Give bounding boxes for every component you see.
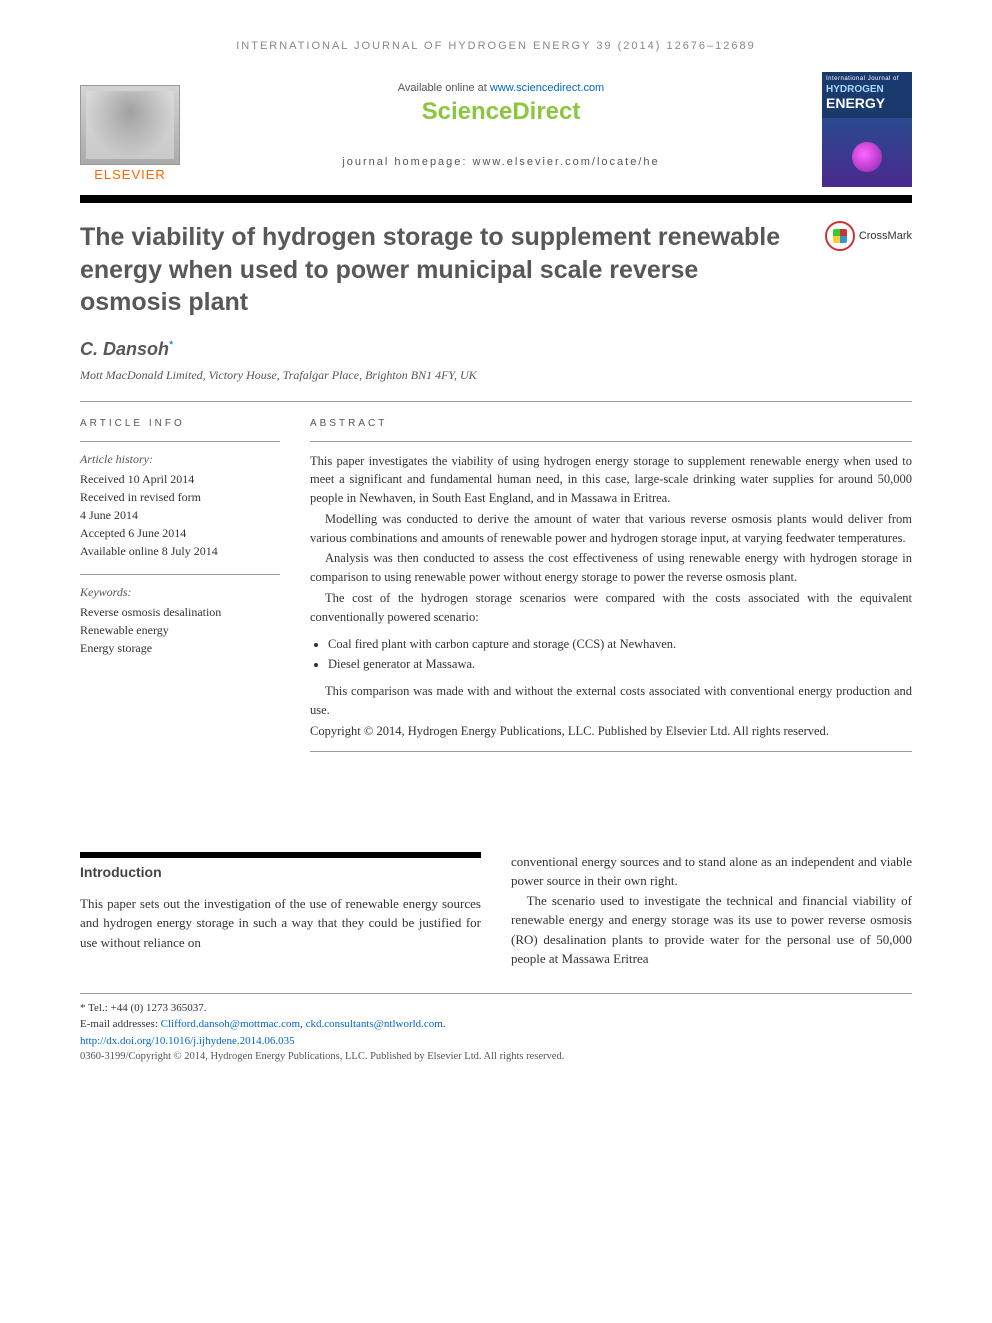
divider	[310, 751, 912, 752]
abstract-column: ABSTRACT This paper investigates the via…	[310, 418, 912, 752]
article-info: ARTICLE INFO Article history: Received 1…	[80, 418, 280, 752]
abstract-copyright: Copyright © 2014, Hydrogen Energy Public…	[310, 722, 912, 741]
doi-link[interactable]: http://dx.doi.org/10.1016/j.ijhydene.201…	[80, 1035, 295, 1047]
history-label: Article history:	[80, 450, 280, 468]
info-label: ARTICLE INFO	[80, 418, 280, 429]
footnote-copyright: 0360-3199/Copyright © 2014, Hydrogen Ene…	[80, 1049, 912, 1065]
cover-hydrogen: HYDROGEN	[826, 84, 908, 95]
crossmark-badge[interactable]: CrossMark	[825, 221, 912, 251]
sciencedirect-logo: ScienceDirect	[195, 98, 807, 126]
keyword-1: Renewable energy	[80, 621, 280, 639]
history-revised2: 4 June 2014	[80, 506, 280, 524]
crossmark-icon	[825, 221, 855, 251]
history-online: Available online 8 July 2014	[80, 542, 280, 560]
divider-bar	[80, 195, 912, 203]
abstract-p5: This comparison was made with and withou…	[310, 682, 912, 720]
keyword-0: Reverse osmosis desalination	[80, 603, 280, 621]
abstract-bullet-1: Diesel generator at Massawa.	[328, 654, 912, 674]
email-label: E-mail addresses:	[80, 1018, 161, 1030]
journal-homepage: journal homepage: www.elsevier.com/locat…	[195, 156, 807, 168]
author-name: C. Dansoh	[80, 339, 169, 359]
intro-bar	[80, 852, 481, 858]
elsevier-text: ELSEVIER	[94, 167, 166, 182]
history-revised1: Received in revised form	[80, 488, 280, 506]
abstract-bullets: Coal fired plant with carbon capture and…	[328, 634, 912, 674]
email-link-2[interactable]: ckd.consultants@ntlworld.com	[306, 1018, 443, 1030]
available-online: Available online at www.sciencedirect.co…	[195, 82, 807, 94]
abstract-p2: Modelling was conducted to derive the am…	[310, 510, 912, 548]
article-title: The viability of hydrogen storage to sup…	[80, 221, 805, 319]
intro-heading: Introduction	[80, 864, 481, 880]
footnote-tel: * Tel.: +44 (0) 1273 365037.	[80, 1000, 912, 1017]
affiliation: Mott MacDonald Limited, Victory House, T…	[80, 368, 912, 383]
footnotes: * Tel.: +44 (0) 1273 365037. E-mail addr…	[80, 993, 912, 1065]
abstract-p3: Analysis was then conducted to assess th…	[310, 549, 912, 587]
intro-col1-p1: This paper sets out the investigation of…	[80, 894, 481, 953]
elsevier-tree-icon	[80, 85, 180, 165]
running-head: INTERNATIONAL JOURNAL OF HYDROGEN ENERGY…	[80, 40, 912, 52]
keywords-block: Keywords: Reverse osmosis desalination R…	[80, 574, 280, 657]
body-col-right: conventional energy sources and to stand…	[511, 852, 912, 969]
intro-col2-p1: conventional energy sources and to stand…	[511, 852, 912, 891]
email-link-1[interactable]: Clifford.dansoh@mottmac.com	[161, 1018, 300, 1030]
keyword-2: Energy storage	[80, 639, 280, 657]
cover-energy: ENERGY	[826, 95, 908, 111]
cover-orb-icon	[852, 142, 882, 172]
divider	[80, 401, 912, 402]
footnote-email: E-mail addresses: Clifford.dansoh@mottma…	[80, 1016, 912, 1033]
body-col-left: Introduction This paper sets out the inv…	[80, 852, 481, 969]
abstract-p4: The cost of the hydrogen storage scenari…	[310, 589, 912, 627]
available-text: Available online at	[398, 82, 490, 94]
divider	[310, 441, 912, 442]
history-received: Received 10 April 2014	[80, 470, 280, 488]
elsevier-logo: ELSEVIER	[80, 72, 180, 182]
crossmark-label: CrossMark	[859, 230, 912, 242]
abstract-bullet-0: Coal fired plant with carbon capture and…	[328, 634, 912, 654]
history-block: Article history: Received 10 April 2014 …	[80, 441, 280, 560]
authors: C. Dansoh*	[80, 339, 912, 360]
cover-line1: International Journal of	[826, 76, 908, 82]
journal-cover: International Journal of HYDROGEN ENERGY	[822, 72, 912, 187]
intro-col2-p2: The scenario used to investigate the tec…	[511, 891, 912, 969]
author-mark: *	[169, 339, 173, 351]
header-block: ELSEVIER Available online at www.science…	[80, 72, 912, 187]
keywords-label: Keywords:	[80, 583, 280, 601]
abstract-label: ABSTRACT	[310, 418, 912, 429]
abstract-body: This paper investigates the viability of…	[310, 452, 912, 741]
sciencedirect-link[interactable]: www.sciencedirect.com	[490, 82, 604, 94]
body-columns: Introduction This paper sets out the inv…	[80, 852, 912, 969]
history-accepted: Accepted 6 June 2014	[80, 524, 280, 542]
abstract-p1: This paper investigates the viability of…	[310, 452, 912, 508]
